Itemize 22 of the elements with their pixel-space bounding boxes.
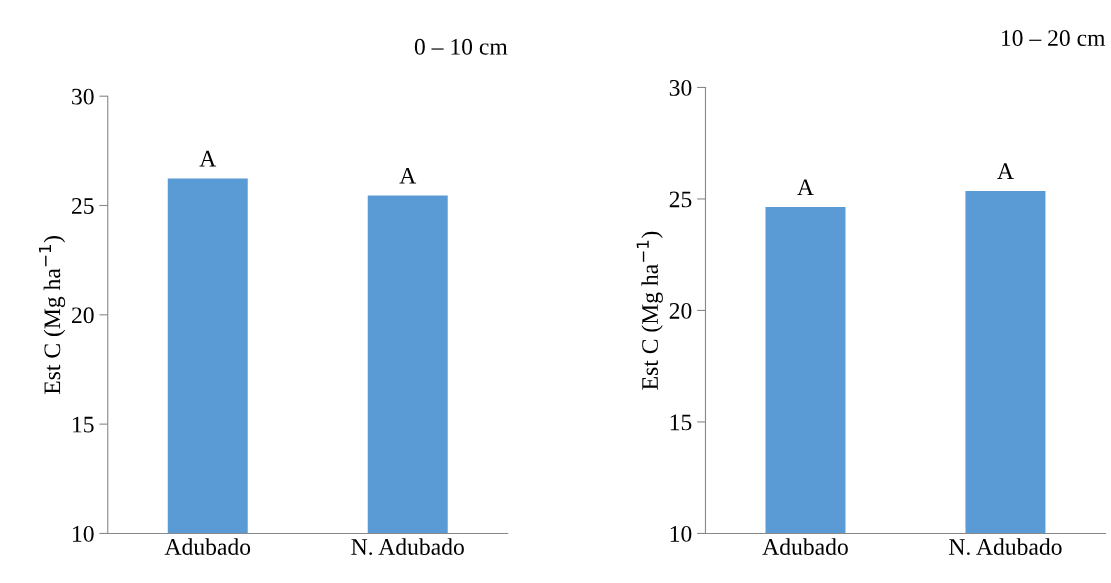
- y-axis-title: Est C (Mg ha$^{−1}$): [636, 231, 663, 390]
- x-tick-label: Adubado: [762, 538, 848, 555]
- annotation: A: [199, 150, 217, 167]
- annotation: A: [399, 167, 417, 184]
- y-tick-label: 10: [670, 525, 692, 542]
- y-tick-label: 20: [72, 307, 94, 324]
- y-tick-label: 25: [669, 191, 692, 208]
- chart-title: 0 – 10 cm: [414, 38, 508, 55]
- y-tick-label: 10: [73, 525, 94, 542]
- annotation: A: [997, 163, 1014, 179]
- x-tick-label: N. Adubado: [351, 538, 464, 556]
- y-tick-label: 20: [669, 302, 692, 319]
- chart-title: 10 – 20 cm: [1001, 30, 1106, 47]
- y-tick-label: 30: [72, 88, 94, 105]
- x-tick-label: Adubado: [164, 538, 251, 555]
- x-tick-label: N. Adubado: [949, 538, 1062, 556]
- y-tick-label: 25: [72, 198, 94, 214]
- annotation: A: [797, 179, 814, 195]
- y-tick-label: 15: [73, 416, 94, 433]
- y-tick-label: 30: [669, 79, 692, 96]
- y-axis-title: Est C (Mg ha$^{−1}$): [38, 236, 66, 395]
- y-tick-label: 15: [670, 414, 692, 431]
